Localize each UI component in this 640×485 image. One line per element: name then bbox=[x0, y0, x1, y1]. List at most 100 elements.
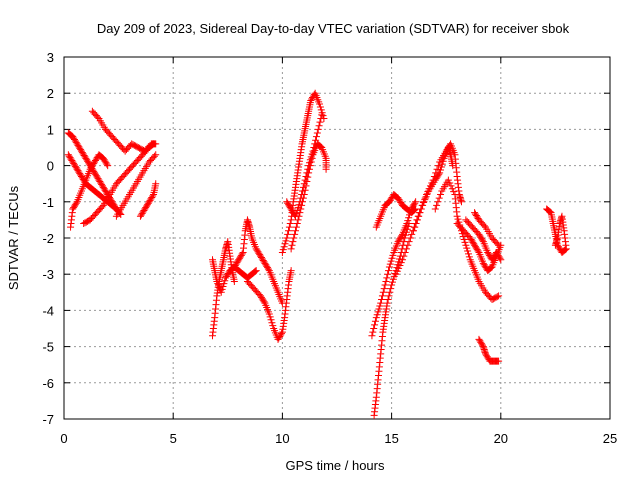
data-point bbox=[260, 298, 268, 306]
data-point bbox=[104, 162, 112, 170]
data-point bbox=[88, 162, 96, 170]
y-tick-label: -4 bbox=[42, 303, 54, 318]
series-arc-7 bbox=[136, 180, 160, 220]
data-point bbox=[371, 317, 379, 325]
data-point bbox=[260, 258, 268, 266]
data-point bbox=[284, 199, 292, 207]
data-point bbox=[73, 140, 81, 148]
data-point bbox=[138, 209, 146, 217]
data-point bbox=[70, 161, 78, 169]
data-point bbox=[289, 208, 297, 216]
data-point bbox=[76, 144, 84, 152]
data-point bbox=[99, 154, 107, 162]
data-point bbox=[395, 264, 403, 272]
data-point bbox=[72, 164, 80, 172]
data-point bbox=[448, 185, 456, 193]
data-point bbox=[447, 182, 455, 190]
data-point bbox=[309, 147, 317, 155]
data-point bbox=[144, 199, 152, 207]
data-point bbox=[471, 209, 479, 217]
data-point bbox=[387, 257, 395, 265]
data-point bbox=[413, 216, 421, 224]
data-point bbox=[311, 140, 319, 148]
data-point bbox=[387, 195, 395, 203]
data-point bbox=[384, 270, 392, 278]
data-point bbox=[385, 267, 393, 275]
data-point bbox=[394, 194, 402, 202]
y-tick-label: 3 bbox=[47, 50, 54, 65]
data-point bbox=[476, 232, 484, 240]
data-point bbox=[67, 155, 75, 163]
data-point bbox=[68, 157, 76, 165]
data-point bbox=[403, 220, 411, 228]
data-point bbox=[148, 193, 156, 201]
data-point bbox=[101, 157, 109, 165]
data-point bbox=[253, 246, 261, 254]
data-point bbox=[404, 217, 412, 225]
data-point bbox=[72, 138, 80, 146]
data-point bbox=[376, 302, 384, 310]
data-point bbox=[380, 285, 388, 293]
series-arc-9 bbox=[209, 256, 260, 296]
data-point bbox=[486, 264, 494, 272]
data-point bbox=[433, 165, 441, 173]
data-point bbox=[264, 264, 272, 272]
data-point bbox=[220, 280, 228, 288]
data-point bbox=[371, 321, 379, 329]
series-arc-17 bbox=[372, 191, 420, 231]
data-point bbox=[464, 250, 472, 258]
data-point bbox=[142, 204, 150, 212]
data-point bbox=[478, 340, 486, 348]
data-point bbox=[277, 331, 285, 339]
data-point bbox=[466, 234, 474, 242]
data-point bbox=[99, 183, 107, 191]
data-point bbox=[399, 256, 407, 264]
data-point bbox=[495, 357, 503, 365]
data-point bbox=[400, 252, 408, 260]
data-point bbox=[298, 191, 306, 199]
chart-title: Day 209 of 2023, Sidereal Day-to-day VTE… bbox=[97, 21, 570, 36]
data-point bbox=[409, 227, 417, 235]
x-tick-label: 15 bbox=[384, 431, 398, 446]
data-point bbox=[421, 194, 429, 202]
data-point bbox=[489, 254, 497, 262]
data-point bbox=[257, 293, 265, 301]
data-point bbox=[230, 263, 238, 271]
data-point bbox=[79, 150, 87, 158]
data-point bbox=[431, 205, 439, 213]
series-arc-5 bbox=[80, 140, 158, 228]
data-point bbox=[478, 236, 486, 244]
data-point bbox=[305, 162, 313, 170]
data-point bbox=[385, 292, 393, 300]
data-point bbox=[285, 201, 293, 209]
data-point bbox=[305, 159, 313, 167]
data-point bbox=[406, 234, 414, 242]
series-arc-11 bbox=[243, 267, 295, 343]
data-point bbox=[483, 353, 491, 361]
data-point bbox=[443, 146, 451, 154]
series-arc-22 bbox=[462, 216, 505, 264]
data-point bbox=[112, 204, 120, 212]
data-point bbox=[423, 191, 431, 199]
data-point bbox=[97, 179, 105, 187]
data-point bbox=[252, 267, 260, 275]
data-point bbox=[493, 293, 501, 301]
data-point bbox=[312, 133, 320, 141]
data-point bbox=[555, 244, 563, 252]
data-point bbox=[426, 182, 434, 190]
series-arc-25 bbox=[543, 205, 570, 256]
data-point bbox=[473, 213, 481, 221]
data-point bbox=[450, 188, 458, 196]
data-point bbox=[147, 195, 155, 203]
data-point bbox=[477, 338, 485, 346]
data-point bbox=[465, 253, 473, 261]
series-arc-23 bbox=[471, 209, 503, 249]
data-point bbox=[425, 185, 433, 193]
data-point bbox=[386, 196, 394, 204]
data-point bbox=[393, 267, 401, 275]
data-point bbox=[497, 256, 505, 264]
data-point bbox=[410, 206, 418, 214]
data-point bbox=[92, 172, 100, 180]
data-point bbox=[430, 172, 438, 180]
data-point bbox=[395, 236, 403, 244]
